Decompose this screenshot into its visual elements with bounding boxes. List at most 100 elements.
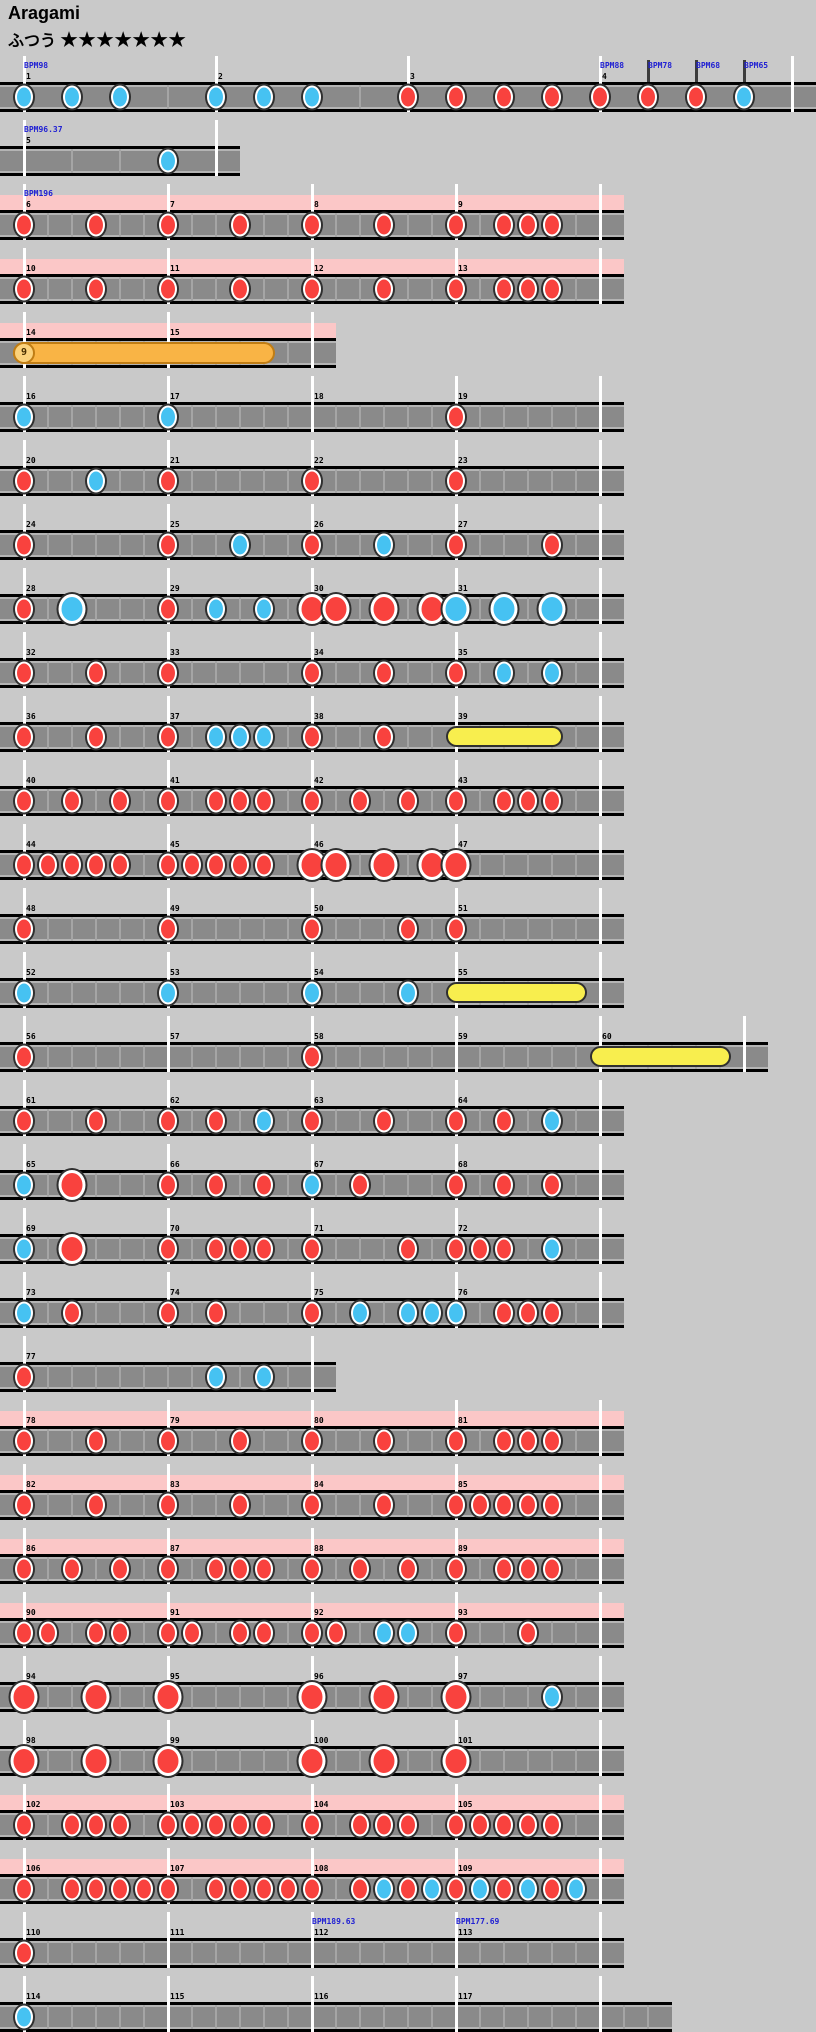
cell-divider [47,1237,49,1261]
cell-divider [119,1429,121,1453]
cell-divider [287,277,289,301]
note-ka [159,149,177,173]
cell-divider [143,789,145,813]
note-ka [567,1877,585,1901]
note-don-big [298,1682,326,1712]
cell-divider [143,853,145,877]
cell-divider [119,469,121,493]
note-don [639,85,657,109]
measure-number: 53 [170,968,180,977]
cell-divider [527,1685,529,1709]
measure-line [599,696,602,752]
note-don [159,661,177,685]
measure-line [455,1784,458,1840]
cell-divider [383,1301,385,1325]
cell-divider [215,277,217,301]
note-don [471,1493,489,1517]
note-don [183,853,201,877]
cell-divider [335,981,337,1005]
measure-number: 56 [26,1032,36,1041]
chart-row: 82 83 84 85 [0,1456,624,1520]
measure-line [455,440,458,496]
note-don [543,1301,561,1325]
measure-line [167,248,170,304]
chart-row: 20 21 22 23 [0,432,624,496]
note-don [87,853,105,877]
cell-divider [503,917,505,941]
measure-number: 113 [458,1928,473,1937]
measure-line [311,696,314,752]
measure-number: 51 [458,904,468,913]
cell-divider [95,917,97,941]
cell-divider [527,469,529,493]
measure-line [311,1848,314,1904]
measure-line [599,760,602,816]
measure-line [455,184,458,240]
note-ka [231,533,249,557]
cell-divider [383,2005,385,2029]
cell-divider [47,213,49,237]
cell-divider [143,1621,145,1645]
cell-divider [239,1173,241,1197]
note-don [231,1493,249,1517]
cell-divider [407,853,409,877]
note-ka-big [538,594,566,624]
cell-divider [119,981,121,1005]
note-ka-big [58,594,86,624]
cell-divider [431,1045,433,1069]
measure-number: 82 [26,1480,36,1489]
measure-number: 50 [314,904,324,913]
measure-number: 21 [170,456,180,465]
cell-divider [191,2005,193,2029]
note-don [543,789,561,813]
cell-divider [239,661,241,685]
note-don [183,1621,201,1645]
measure-line [455,248,458,304]
note-don [159,917,177,941]
note-don [447,277,465,301]
cell-divider [335,917,337,941]
note-don-big [298,594,326,624]
note-don [15,597,33,621]
cell-divider [479,1045,481,1069]
note-don [303,661,321,685]
cell-divider [263,1045,265,1069]
cell-divider [119,1493,121,1517]
cell-divider [503,1941,505,1965]
measure-line [455,760,458,816]
measure-number: 33 [170,648,180,657]
note-don-big [442,1746,470,1776]
note-don [519,1493,537,1517]
cell-divider [359,2005,361,2029]
cell-divider [575,917,577,941]
cell-divider [215,1621,217,1645]
cell-divider [239,917,241,941]
note-don [159,469,177,493]
note-don [495,213,513,237]
note-don [255,853,273,877]
cell-divider [47,1429,49,1453]
note-don [447,1109,465,1133]
measure-number: 22 [314,456,324,465]
cell-divider [575,1493,577,1517]
cell-divider [407,533,409,557]
measure-line [599,248,602,304]
note-don [519,277,537,301]
cell-divider [359,1685,361,1709]
note-don [471,1237,489,1261]
cell-divider [119,1749,121,1773]
note-don [687,85,705,109]
cell-divider [551,2005,553,2029]
measure-line [167,824,170,880]
cell-divider [575,1109,577,1133]
measure-line [599,1464,602,1520]
note-ka [15,1301,33,1325]
cell-divider [191,1365,193,1389]
cell-divider [479,1685,481,1709]
note-don [87,1109,105,1133]
cell-divider [359,533,361,557]
measure-number: 25 [170,520,180,529]
note-don-big [418,594,446,624]
measure-number: 91 [170,1608,180,1617]
measure-number: 109 [458,1864,473,1873]
